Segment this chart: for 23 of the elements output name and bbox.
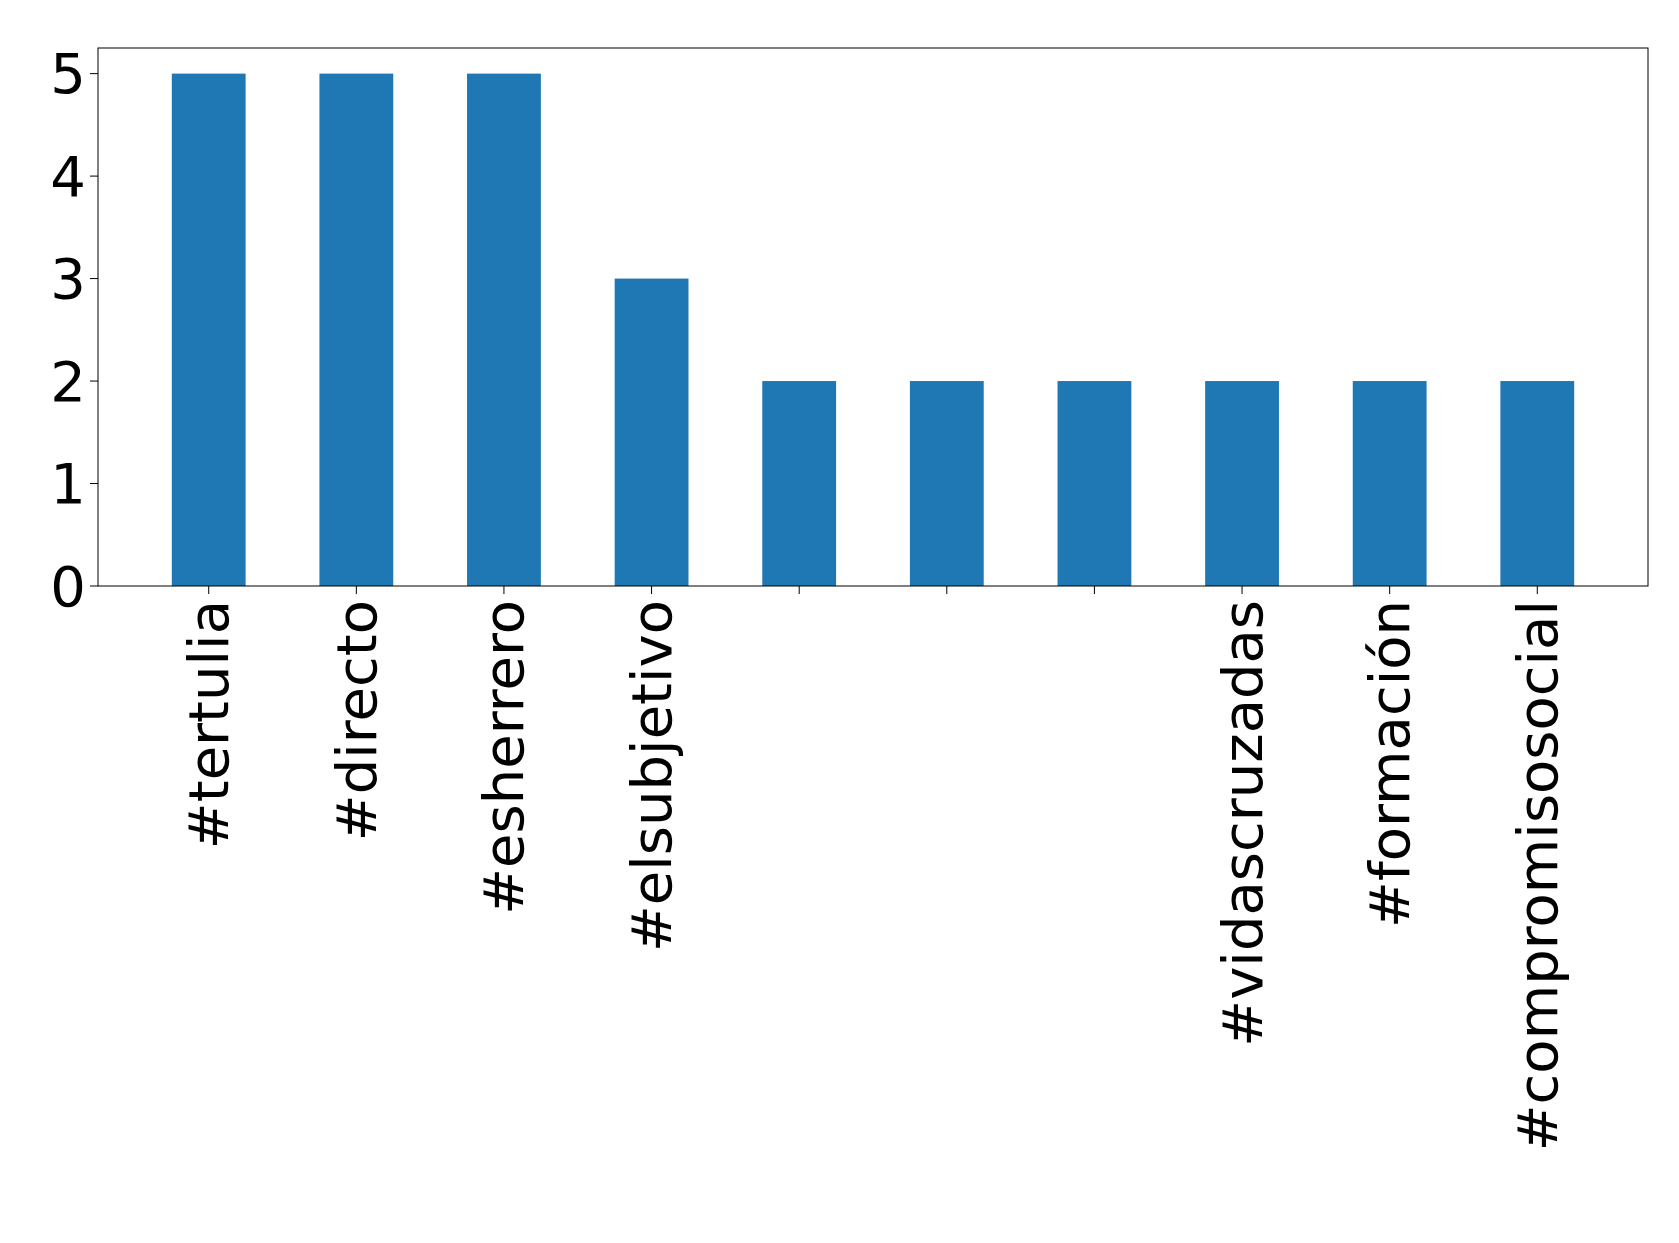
- bar: [467, 73, 541, 586]
- bar: [1352, 381, 1427, 586]
- y-tick-label: 2: [50, 348, 86, 414]
- x-tick-label: #formación: [1357, 600, 1423, 928]
- x-tick-label: #tertulia: [176, 600, 242, 850]
- bar: [909, 381, 984, 586]
- bar: [1205, 381, 1279, 586]
- bar: [319, 73, 394, 586]
- x-tick-label: #esherrero: [471, 600, 537, 915]
- y-tick-label: 1: [50, 451, 86, 517]
- bar: [762, 381, 837, 586]
- x-tick-label: #elsubjetivo: [619, 600, 685, 953]
- bar: [1500, 381, 1575, 586]
- y-tick-label: 5: [50, 41, 86, 107]
- bar: [614, 278, 689, 586]
- y-tick-label: 4: [50, 143, 86, 209]
- y-tick-label: 0: [50, 553, 86, 619]
- x-tick-label: #vidascruzadas: [1209, 600, 1275, 1047]
- bar: [1057, 381, 1132, 586]
- x-tick-label: #directo: [323, 600, 389, 842]
- y-tick-label: 3: [50, 246, 86, 312]
- x-tick-label: #compromisosocial: [1504, 600, 1570, 1152]
- bar: [171, 73, 246, 586]
